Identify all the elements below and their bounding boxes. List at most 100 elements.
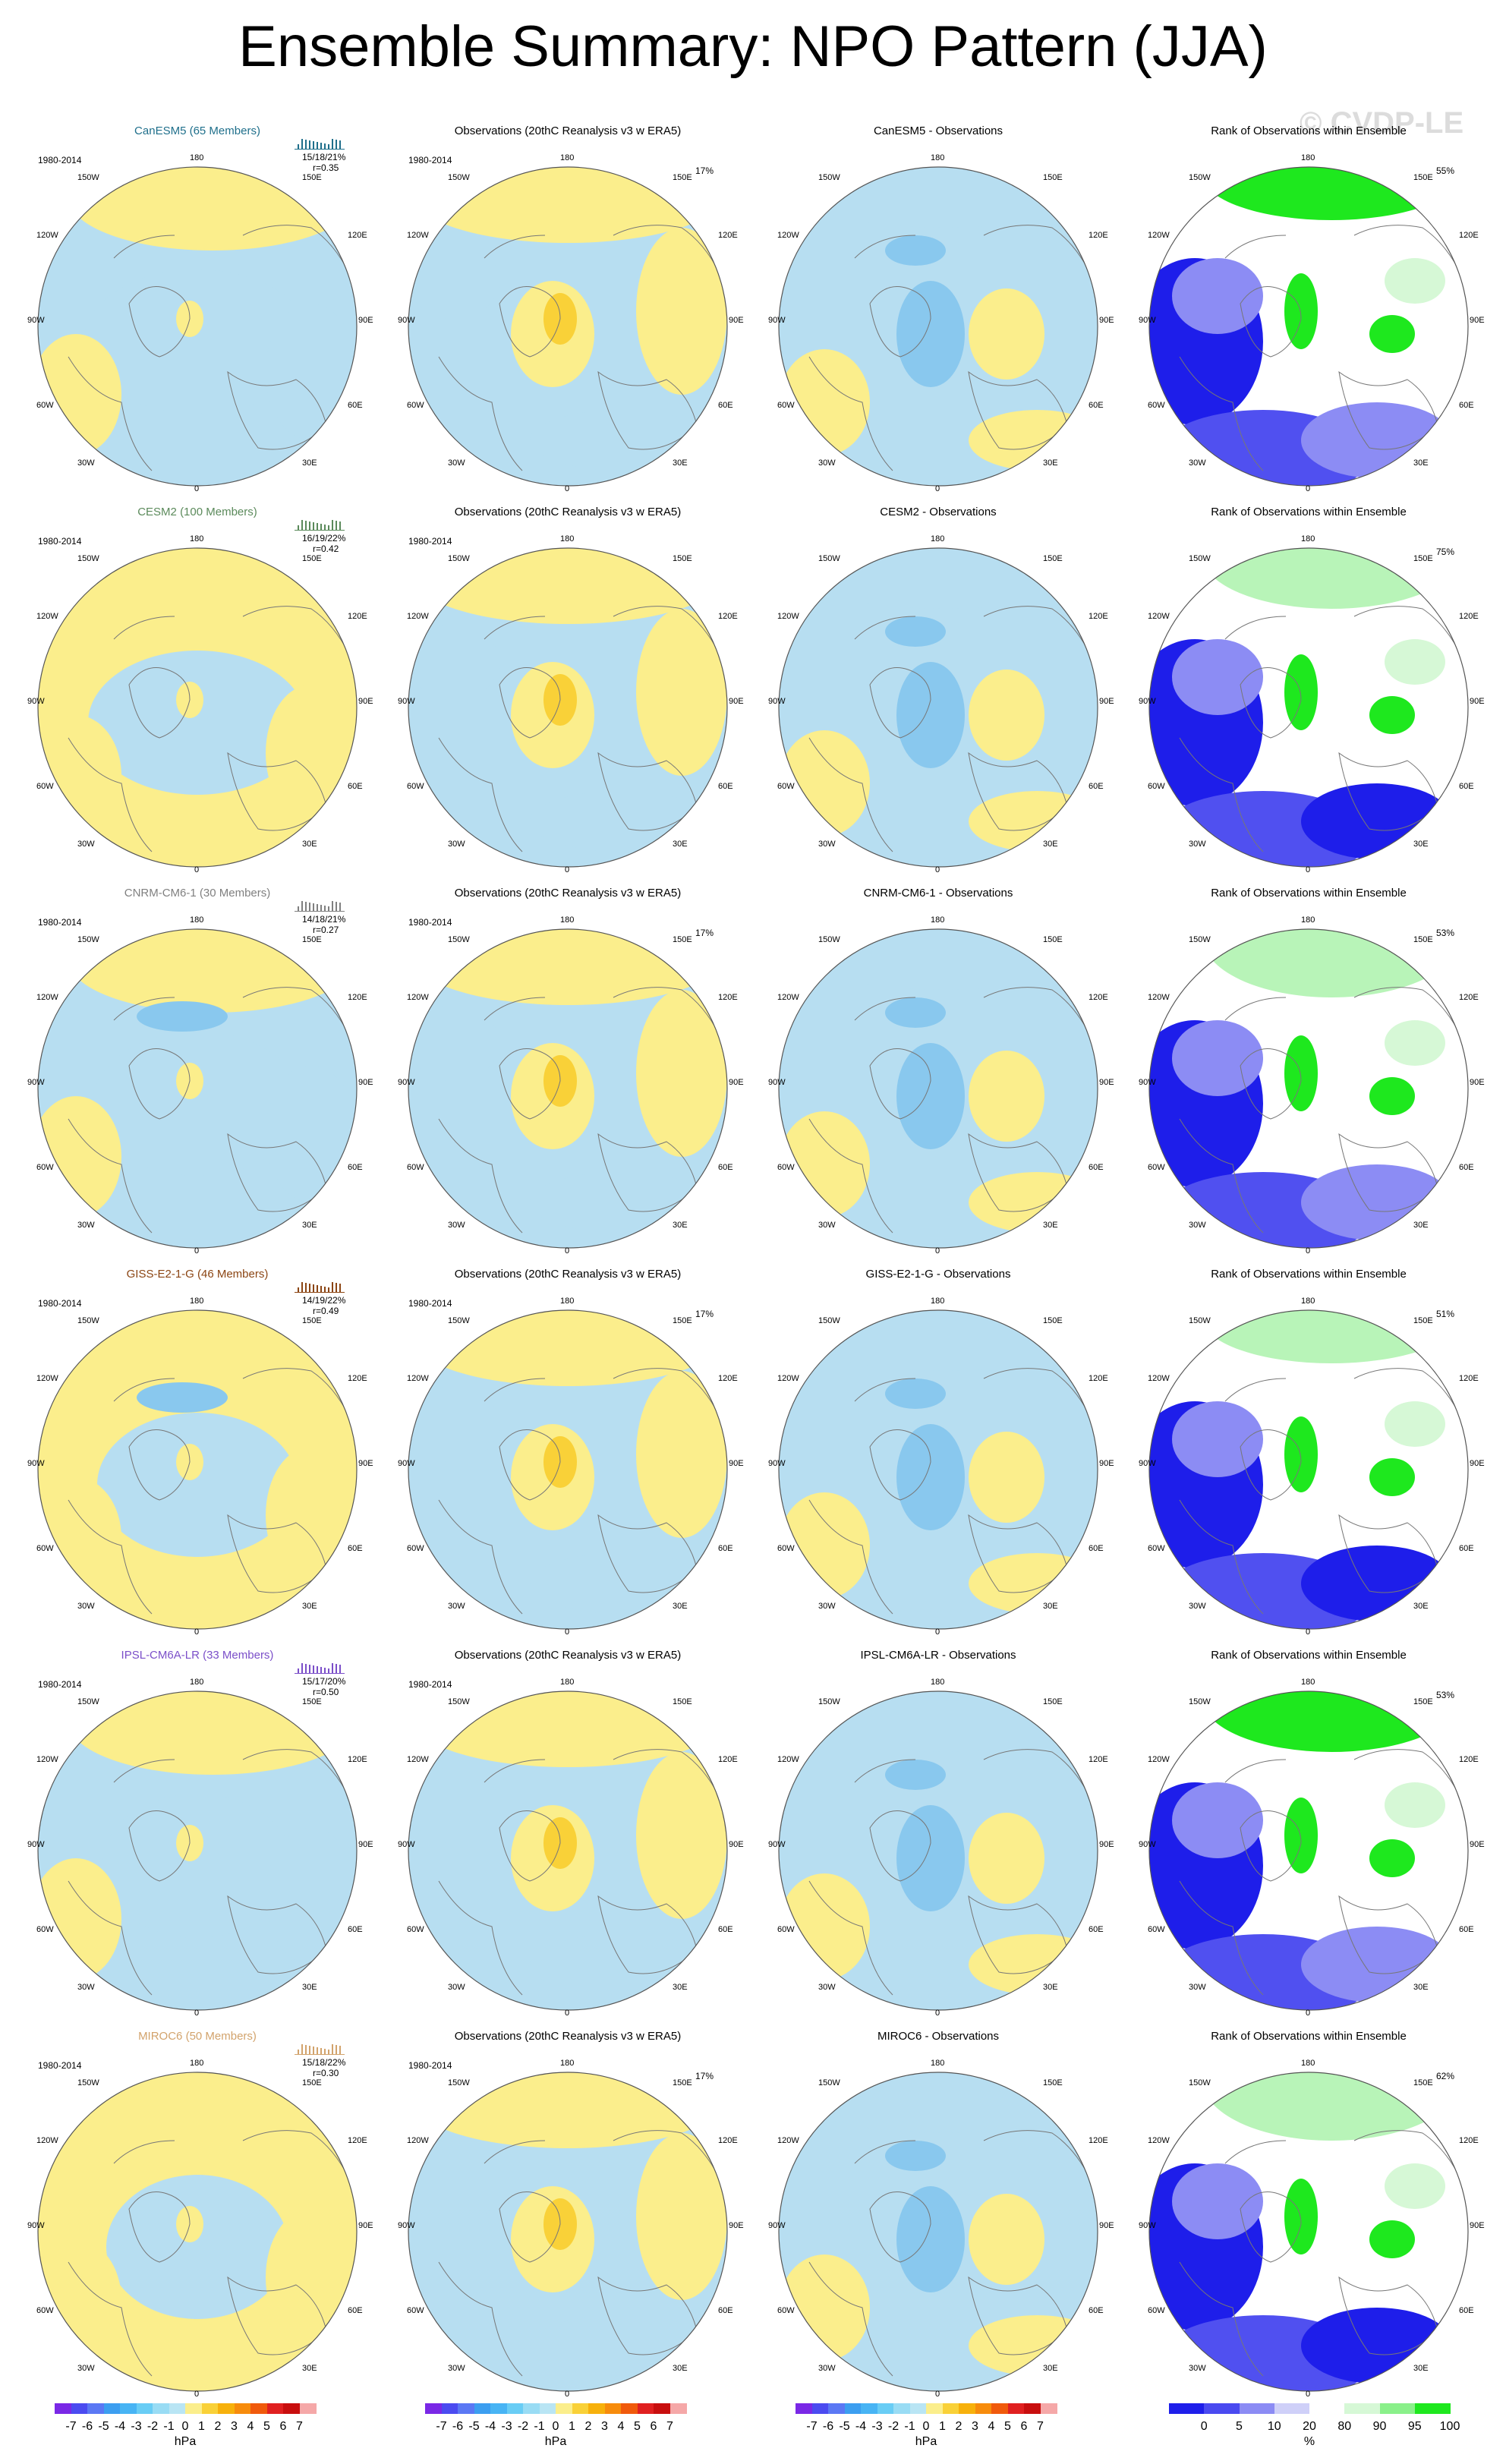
map-boundary (37, 1690, 358, 2011)
diff-panel: CNRM-CM6-1 - Observations 180 0 150W 150E 120… (768, 884, 1114, 1256)
longitude-label: 150E (673, 1697, 692, 1706)
longitude-label: 90W (1139, 1078, 1156, 1087)
longitude-label: 90W (398, 697, 415, 706)
longitude-label: 90W (768, 1078, 786, 1087)
longitude-label: 60W (407, 1163, 424, 1172)
rank-high-region (1202, 167, 1460, 220)
positive-anomaly (636, 1371, 727, 1538)
longitude-label: 120E (348, 1374, 367, 1383)
rank-high-region (1284, 1416, 1318, 1492)
longitude-label: 120E (348, 1755, 367, 1764)
member-tick (339, 2046, 341, 2054)
longitude-label: 90W (398, 1459, 415, 1468)
longitude-label: 0 (194, 484, 200, 493)
negative-anomaly (896, 1424, 965, 1530)
longitude-label: 0 (935, 865, 940, 874)
member-tick (298, 2050, 299, 2054)
longitude-label: 90W (1139, 1459, 1156, 1468)
member-tick (309, 1665, 310, 1673)
member-tick (305, 1664, 307, 1673)
longitude-label: 90E (358, 1078, 373, 1087)
longitude-label: 30E (1413, 458, 1429, 468)
longitude-label: 60E (348, 1544, 363, 1553)
map-boundary (1148, 928, 1469, 1249)
member-tick (313, 1665, 314, 1673)
longitude-label: 180 (931, 915, 945, 925)
map-field (38, 167, 357, 486)
longitude-label: 60E (1089, 782, 1104, 791)
longitude-label: 0 (565, 1246, 570, 1256)
colorbar-tick-label: 4 (617, 2420, 625, 2433)
colorbar-tick-label: 4 (247, 2420, 254, 2433)
rank-high-region (1202, 2072, 1460, 2141)
positive-anomaly (969, 410, 1098, 471)
member-tick (317, 142, 318, 149)
colorbar-tick-label: -6 (81, 2420, 93, 2433)
longitude-label: 150W (448, 1316, 470, 1325)
longitude-label: 150E (1413, 935, 1433, 944)
panel-title: Rank of Observations within Ensemble (1211, 124, 1407, 137)
longitude-label: 180 (1301, 153, 1315, 162)
polar-map (37, 166, 358, 487)
longitude-label: 60E (348, 1925, 363, 1934)
longitude-label: 150W (1189, 935, 1211, 944)
longitude-label: 60E (718, 1544, 733, 1553)
longitude-label: 30E (1043, 2364, 1058, 2373)
negative-anomaly (885, 1760, 946, 1790)
colorbar-swatch (103, 2403, 121, 2414)
colorbar-tick-label: -1 (904, 2420, 915, 2433)
longitude-label: 150W (448, 2078, 470, 2087)
colorbar-tick-label: 0 (552, 2420, 559, 2433)
longitude-label: 0 (1306, 484, 1311, 493)
map-field (38, 1691, 357, 2010)
colorbar-tick-label: -2 (887, 2420, 900, 2433)
colorbar-swatch (991, 2403, 1008, 2414)
panel-title: Observations (20thC Reanalysis v3 w ERA5… (454, 1268, 682, 1281)
negative-anomaly (93, 1032, 302, 1176)
longitude-label: 180 (1301, 1297, 1315, 1306)
longitude-label: 120E (1089, 1755, 1108, 1764)
rank-high-region (1385, 639, 1445, 685)
colorbar-unit: % (1303, 2435, 1315, 2448)
longitude-label: 0 (935, 2390, 940, 2399)
member-tick (313, 903, 314, 911)
panel-title: Observations (20thC Reanalysis v3 w ERA5… (454, 506, 682, 518)
longitude-label: 60W (777, 1925, 795, 1934)
longitude-label: 120W (36, 1374, 58, 1383)
period-label: 1980-2014 (408, 1679, 452, 1690)
longitude-label: 90W (27, 1840, 45, 1849)
longitude-label: 0 (565, 1627, 570, 1637)
rank-panel: Rank of Observations within Ensemble 55% 1… (1139, 121, 1485, 493)
member-tick (328, 906, 329, 911)
colorbar-swatch (926, 2403, 943, 2414)
member-tick (298, 144, 299, 149)
member-tick (301, 139, 303, 149)
longitude-label: 180 (1301, 2059, 1315, 2068)
colorbar-swatch (458, 2403, 474, 2414)
negative-anomaly (885, 235, 946, 266)
colorbar-tick-label: 1 (569, 2420, 575, 2433)
member-tick (305, 140, 307, 149)
member-tick (320, 1286, 322, 1292)
period-label: 1980-2014 (408, 2060, 452, 2071)
member-tick (339, 1284, 341, 1292)
positive-anomaly (969, 1432, 1044, 1523)
negative-anomaly (88, 651, 307, 795)
longitude-label: 60W (777, 2306, 795, 2315)
longitude-label: 60E (1459, 401, 1474, 410)
longitude-label: 150W (77, 554, 99, 563)
panel-title: MIROC6 - Observations (877, 2030, 1000, 2043)
longitude-label: 180 (931, 153, 945, 162)
longitude-label: 90E (1470, 1078, 1485, 1087)
colorbar-tick-label: 100 (1439, 2420, 1460, 2433)
positive-anomaly (969, 791, 1098, 852)
colorbar-tick-label: 0 (1200, 2420, 1208, 2433)
rank-low-region (1172, 639, 1263, 715)
member-tick (305, 521, 307, 530)
longitude-label: 60W (36, 782, 54, 791)
correlation-label: r=0.49 (313, 1306, 339, 1316)
polar-map (37, 1309, 358, 1630)
coastlines (1179, 225, 1461, 471)
panel-title: CNRM-CM6-1 (30 Members) (124, 887, 271, 900)
longitude-label: 120E (348, 612, 367, 621)
